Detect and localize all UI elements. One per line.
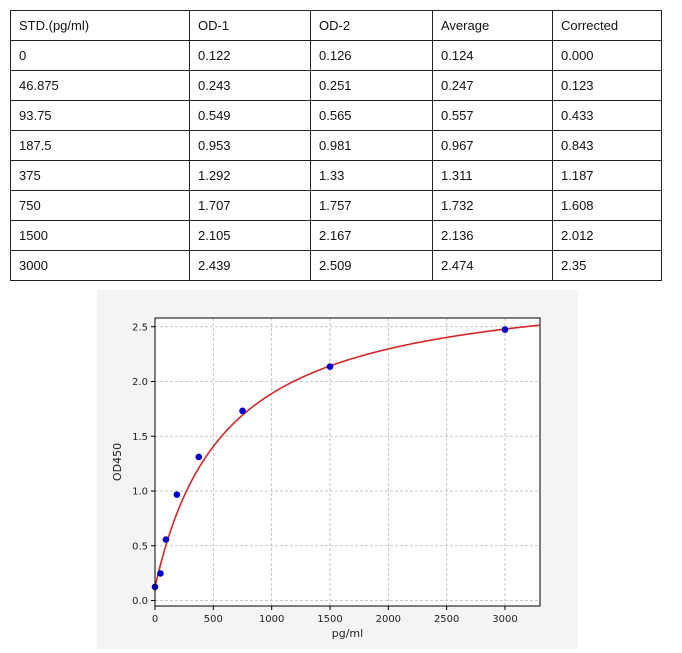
table-cell: 1.311 xyxy=(432,160,553,191)
table-cell: 2.136 xyxy=(432,220,553,251)
standard-curve-table: STD.(pg/ml) OD-1 OD-2 Average Corrected … xyxy=(10,10,662,281)
table-row: 3000 2.439 2.509 2.474 2.35 xyxy=(10,250,662,281)
header-corrected: Corrected xyxy=(552,10,662,41)
data-point xyxy=(162,536,170,543)
header-average: Average xyxy=(432,10,553,41)
x-tick-label: 2000 xyxy=(376,614,401,625)
table-cell: 0.243 xyxy=(189,70,311,101)
table-cell: 0.000 xyxy=(552,40,662,71)
table-cell: 1.33 xyxy=(310,160,433,191)
table-cell: 0 xyxy=(10,40,190,71)
plot-frame xyxy=(154,317,541,607)
table-cell: 0.565 xyxy=(310,100,433,131)
table-cell: 2.012 xyxy=(552,220,662,251)
table-cell: 1.187 xyxy=(552,160,662,191)
table-cell: 750 xyxy=(10,190,190,221)
x-axis-label: pg/ml xyxy=(332,627,363,640)
y-tick-label: 1.5 xyxy=(132,432,148,443)
data-point xyxy=(501,326,509,333)
table-cell: 375 xyxy=(10,160,190,191)
table-cell: 0.953 xyxy=(189,130,311,161)
x-tick-label: 1000 xyxy=(259,614,284,625)
table-cell: 1.292 xyxy=(189,160,311,191)
x-tick-label: 3000 xyxy=(492,614,517,625)
data-point xyxy=(157,570,164,577)
table-row: 93.75 0.549 0.565 0.557 0.433 xyxy=(10,100,662,131)
curve-layer xyxy=(154,324,541,588)
data-point xyxy=(173,491,181,498)
table-cell: 3000 xyxy=(10,250,190,281)
table-cell: 0.247 xyxy=(432,70,553,101)
points-layer xyxy=(151,326,509,591)
y-axis-label: OD450 xyxy=(111,443,124,481)
table-cell: 2.439 xyxy=(189,250,311,281)
table-cell: 1.757 xyxy=(310,190,433,221)
table-cell: 0.967 xyxy=(432,130,553,161)
table-cell: 2.509 xyxy=(310,250,433,281)
table-cell: 0.843 xyxy=(552,130,662,161)
standard-curve-chart: 0 500 1000 1500 2000 2500 3000 0.0 0.5 1.0 1.5 2.0 2… xyxy=(97,290,578,649)
table-row: 375 1.292 1.33 1.311 1.187 xyxy=(10,160,662,191)
table-cell: 0.126 xyxy=(310,40,433,71)
header-od1: OD-1 xyxy=(189,10,311,41)
x-tick-label: 0 xyxy=(152,614,158,625)
table-cell: 1500 xyxy=(10,220,190,251)
table-cell: 1.732 xyxy=(432,190,553,221)
table-cell: 0.981 xyxy=(310,130,433,161)
ticks-layer: 0 500 1000 1500 2000 2500 3000 0.0 0.5 1.0 1.5 2.0 2… xyxy=(132,322,518,625)
data-point xyxy=(195,453,203,461)
table-cell: 2.167 xyxy=(310,220,433,251)
y-tick-label: 1.0 xyxy=(132,487,148,498)
data-point xyxy=(326,363,334,370)
table-cell: 0.557 xyxy=(432,100,553,131)
table-row: 46.875 0.243 0.251 0.247 0.123 xyxy=(10,70,662,101)
y-tick-label: 0.5 xyxy=(132,541,148,552)
table-row: 750 1.707 1.757 1.732 1.608 xyxy=(10,190,662,221)
table-cell: 0.433 xyxy=(552,100,662,131)
fit-curve-line xyxy=(154,324,541,588)
header-od2: OD-2 xyxy=(310,10,433,41)
table-cell: 93.75 xyxy=(10,100,190,131)
table-cell: 187.5 xyxy=(10,130,190,161)
table-cell: 0.124 xyxy=(432,40,553,71)
grid-layer xyxy=(154,318,540,606)
y-tick-label: 2.5 xyxy=(132,322,148,333)
table-cell: 2.35 xyxy=(552,250,662,281)
table-header-row: STD.(pg/ml) OD-1 OD-2 Average Corrected xyxy=(10,10,662,41)
table-cell: 1.707 xyxy=(189,190,311,221)
table-row: 187.5 0.953 0.981 0.967 0.843 xyxy=(10,130,662,161)
table-row: 1500 2.105 2.167 2.136 2.012 xyxy=(10,220,662,251)
plot-background xyxy=(155,318,540,606)
table-cell: 0.123 xyxy=(552,70,662,101)
x-tick-label: 1500 xyxy=(317,614,342,625)
table-cell: 1.608 xyxy=(552,190,662,221)
y-tick-label: 0.0 xyxy=(132,596,148,607)
x-tick-label: 2500 xyxy=(434,614,459,625)
table-cell: 0.122 xyxy=(189,40,311,71)
table-row: 0 0.122 0.126 0.124 0.000 xyxy=(10,40,662,71)
y-tick-label: 2.0 xyxy=(132,377,148,388)
chart-svg: 0 500 1000 1500 2000 2500 3000 0.0 0.5 1.0 1.5 2.0 2… xyxy=(111,317,541,640)
table-cell: 0.251 xyxy=(310,70,433,101)
table-cell: 2.105 xyxy=(189,220,311,251)
header-std: STD.(pg/ml) xyxy=(10,10,190,41)
table-cell: 0.549 xyxy=(189,100,311,131)
table-cell: 46.875 xyxy=(10,70,190,101)
data-point xyxy=(239,407,246,415)
table-cell: 2.474 xyxy=(432,250,553,281)
x-tick-label: 500 xyxy=(204,614,223,625)
